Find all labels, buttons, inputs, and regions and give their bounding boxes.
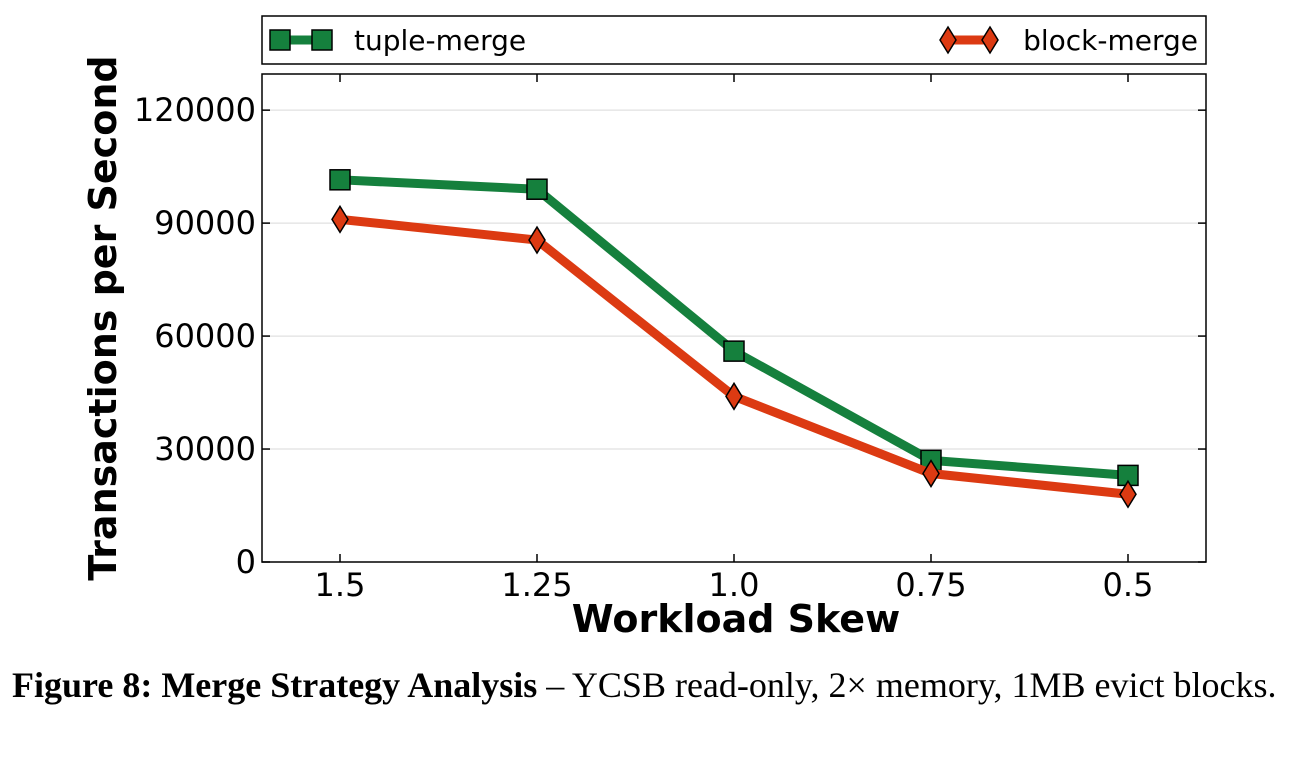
- chart: tuple-merge block-merge 0 30000 60000 90000 1…: [81, 15, 1207, 641]
- x-tick-label: 1.0: [709, 566, 760, 604]
- x-tick-label: 0.75: [895, 566, 966, 604]
- data-point-block-merge: [725, 381, 743, 411]
- legend-item-block-merge: block-merge: [939, 24, 1198, 57]
- x-tick-label: 1.25: [501, 566, 572, 604]
- legend-label: tuple-merge: [354, 24, 526, 57]
- line-chart: tuple-merge block-merge 0 30000 60000 90000 1…: [81, 15, 1207, 641]
- series-tuple-merge: [329, 169, 1139, 487]
- x-axis-label: Workload Skew: [572, 597, 900, 640]
- caption-label: Figure 8:: [12, 665, 153, 705]
- legend-marker: [269, 29, 291, 51]
- y-tick-label: 90000: [154, 204, 256, 242]
- y-tick-label: 0: [236, 543, 256, 581]
- y-tick-label: 120000: [134, 91, 256, 129]
- legend-marker: [981, 25, 999, 55]
- data-point-block-merge: [331, 204, 349, 234]
- legend-label: block-merge: [1023, 24, 1198, 57]
- legend-marker: [939, 25, 957, 55]
- y-axis-label: Transactions per Second: [81, 55, 125, 580]
- y-tick-label: 60000: [154, 317, 256, 355]
- data-point-tuple-merge: [329, 169, 351, 191]
- x-tick-label: 1.5: [315, 566, 366, 604]
- legend-box: [261, 15, 1207, 65]
- data-point-block-merge: [922, 459, 940, 488]
- series-block-merge: [331, 204, 1137, 509]
- plot-area: [261, 73, 1207, 563]
- legend-item-tuple-merge: tuple-merge: [269, 24, 526, 57]
- data-point-block-merge: [1119, 479, 1137, 509]
- data-point-tuple-merge: [723, 340, 745, 362]
- caption-text: – YCSB read-only, 2× memory, 1MB evict b…: [537, 665, 1277, 705]
- figure-caption: Figure 8: Merge Strategy Analysis – YCSB…: [12, 662, 1282, 708]
- legend: tuple-merge block-merge: [261, 15, 1207, 65]
- legend-marker: [311, 29, 333, 51]
- caption-title: Merge Strategy Analysis: [161, 665, 538, 705]
- y-tick-label: 30000: [154, 430, 256, 468]
- data-point-block-merge: [528, 225, 546, 255]
- data-point-tuple-merge: [526, 178, 548, 200]
- x-tick-label: 0.5: [1103, 566, 1154, 604]
